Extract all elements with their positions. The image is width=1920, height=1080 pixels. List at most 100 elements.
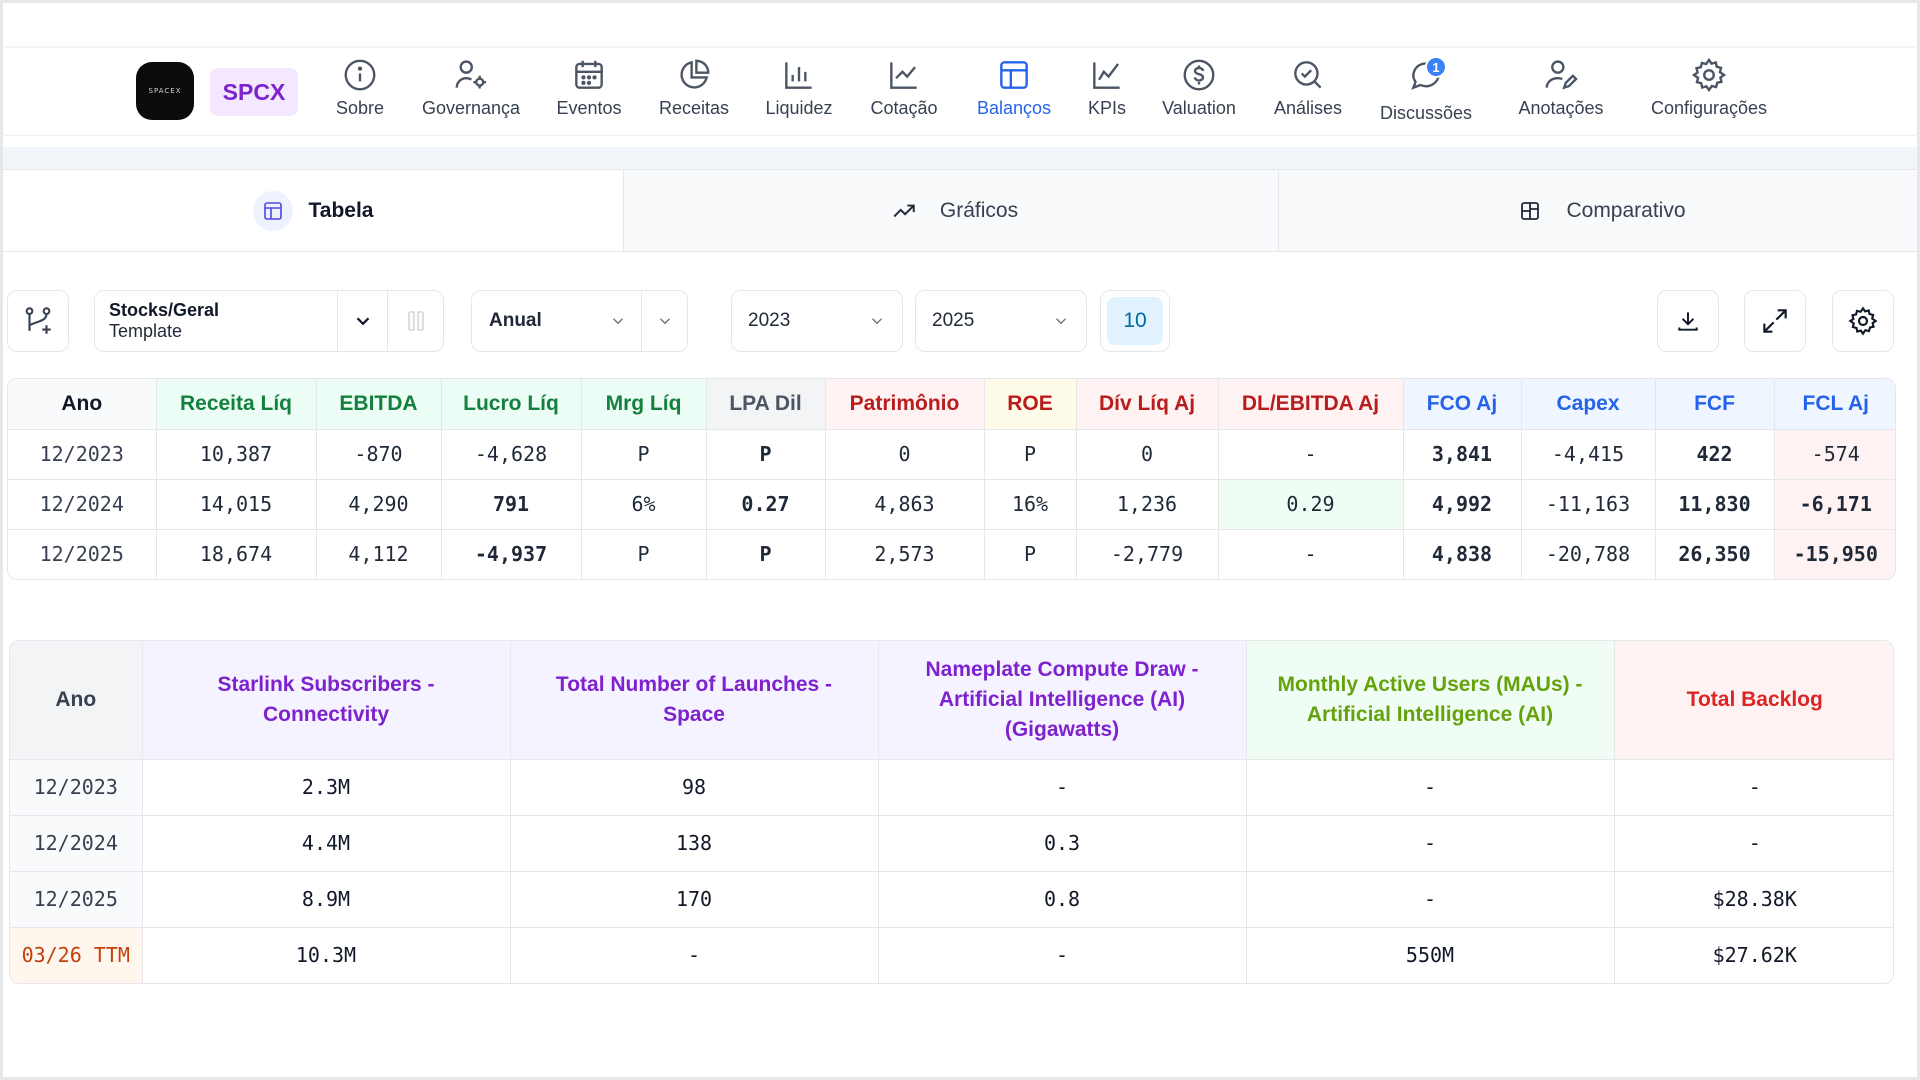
period-select[interactable]: Anual [471,290,688,352]
col-header-maus[interactable]: Monthly Active Users (MAUs) - Artificial… [1246,641,1615,760]
col-header-div-liq[interactable]: Dív Líq Aj [1076,379,1219,430]
cell: -11,163 [1521,479,1656,530]
col-header-ebitda[interactable]: EBITDA [316,379,442,430]
nav-label: KPIs [1088,98,1127,118]
columns-toggle[interactable] [387,291,443,351]
nav-sobre[interactable]: Sobre [334,56,386,126]
download-button[interactable] [1657,290,1719,352]
nav-governanca[interactable]: Governança [418,56,524,126]
cell: - [1246,815,1615,872]
top-nav: SPACEX SPCX Sobre Governança Eventos Rec… [0,48,1920,136]
template-title: Stocks/Geral [109,300,220,320]
col-header-backlog[interactable]: Total Backlog [1614,641,1893,760]
col-header-ano[interactable]: Ano [8,379,157,430]
tab-tabela[interactable]: Tabela [3,170,623,251]
nav-label: Análises [1273,98,1343,118]
count-value: 10 [1107,297,1163,345]
nav-receitas[interactable]: Receitas [658,56,730,126]
cell: 18,674 [156,529,317,579]
cell: - [1614,815,1893,872]
year-to-select[interactable]: 2025 [915,290,1087,352]
top-strip [3,46,1917,48]
nav-kpis[interactable]: KPIs [1088,56,1126,126]
col-header-patrimonio[interactable]: Patrimônio [825,379,985,430]
settings-button[interactable] [1832,290,1894,352]
nav-valuation[interactable]: Valuation [1160,56,1238,126]
tab-graficos[interactable]: Gráficos [623,170,1278,251]
table-row: 03/26 TTM 10.3M - - 550M $27.62K [10,927,1893,983]
cell: $27.62K [1712,943,1797,968]
cell: - [1614,759,1893,816]
table-row: 12/2025 8.9M 170 0.8 - $28.38K [10,871,1893,928]
col-header-dl-ebitda[interactable]: DL/EBITDA Aj [1218,379,1404,430]
tab-label: Gráficos [939,198,1019,222]
nav-label: Balanços [976,98,1052,118]
cell: 422 [1655,429,1775,480]
cell: 2.3M [142,759,511,816]
col-header-receita[interactable]: Receita Líq [156,379,317,430]
download-icon [1678,312,1698,331]
nav-label: Valuation [1162,98,1236,118]
nav-liquidez[interactable]: Liquidez [764,56,834,126]
nav-label: Eventos [556,98,622,118]
expand-icon [1763,309,1787,333]
cell: 8.9M [142,871,511,928]
template-dropdown[interactable] [337,291,387,351]
trending-up-icon [884,191,924,231]
cell: P [581,429,707,480]
col-header-fcl[interactable]: FCL Aj [1774,379,1895,430]
table-row: 12/2023 2.3M 98 - - - [10,759,1893,816]
cell: 170 [510,871,879,928]
cell: 550M [1246,927,1615,983]
count-control[interactable]: 10 [1100,290,1170,352]
col-header-starlink[interactable]: Starlink Subscribers - Connectivity [142,641,511,760]
col-header-lpa[interactable]: LPA Dil [706,379,826,430]
nav-label: Liquidez [765,98,833,118]
dollar-icon [1183,59,1215,91]
col-header-compute[interactable]: Nameplate Compute Draw - Artificial Inte… [878,641,1247,760]
cell: 0 [1076,429,1219,480]
col-header-margem[interactable]: Mrg Líq [581,379,707,430]
nav-eventos[interactable]: Eventos [556,56,622,126]
table-icon [252,190,293,231]
col-header-fcf[interactable]: FCF [1655,379,1775,430]
year-from-select[interactable]: 2023 [731,290,903,352]
cell: P [706,429,826,480]
layout-table-icon [1000,61,1028,89]
table-row: 12/2025 18,674 4,112 -4,937 P P 2,573 P … [8,529,1895,579]
template-select[interactable]: Stocks/Geral Template [94,290,444,352]
branch-button[interactable] [7,290,69,352]
nav-anotacoes[interactable]: Anotações [1514,56,1608,126]
nav-label: Discussões [1379,103,1473,123]
cell: 10.3M [142,927,511,983]
cell-year: 12/2023 [8,429,157,480]
chevron-down-icon [659,318,670,325]
nav-balancos[interactable]: Balanços [974,56,1054,126]
col-header-roe[interactable]: ROE [984,379,1077,430]
tab-comparativo[interactable]: Comparativo [1278,170,1917,251]
cell: - [1218,529,1404,579]
cell: 138 [510,815,879,872]
kpi-table: Ano Starlink Subscribers - Connectivity … [9,640,1894,984]
col-header-fco[interactable]: FCO Aj [1403,379,1522,430]
cell: 3,841 [1403,429,1522,480]
nav-configuracoes[interactable]: Configurações [1646,56,1772,126]
cell: -4,628 [441,429,582,480]
nav-discussoes[interactable]: 1 Discussões [1378,56,1474,126]
git-branch-plus-icon [25,307,51,334]
chevron-down-icon [356,317,369,326]
calendar-icon [575,60,603,89]
period-dropdown[interactable] [641,291,687,351]
compare-icon [1510,191,1550,231]
col-header-ano[interactable]: Ano [10,641,143,760]
cell: 4,838 [1403,529,1522,579]
gear-icon [1691,57,1727,93]
expand-button[interactable] [1744,290,1806,352]
nav-analises[interactable]: Análises [1272,56,1344,126]
nav-cotacao[interactable]: Cotação [868,56,940,126]
cell: - [1218,429,1404,480]
col-header-lucro[interactable]: Lucro Líq [441,379,582,430]
col-header-capex[interactable]: Capex [1521,379,1656,430]
company-logo[interactable]: SPACEX [136,62,194,120]
col-header-launches[interactable]: Total Number of Launches - Space [510,641,879,760]
